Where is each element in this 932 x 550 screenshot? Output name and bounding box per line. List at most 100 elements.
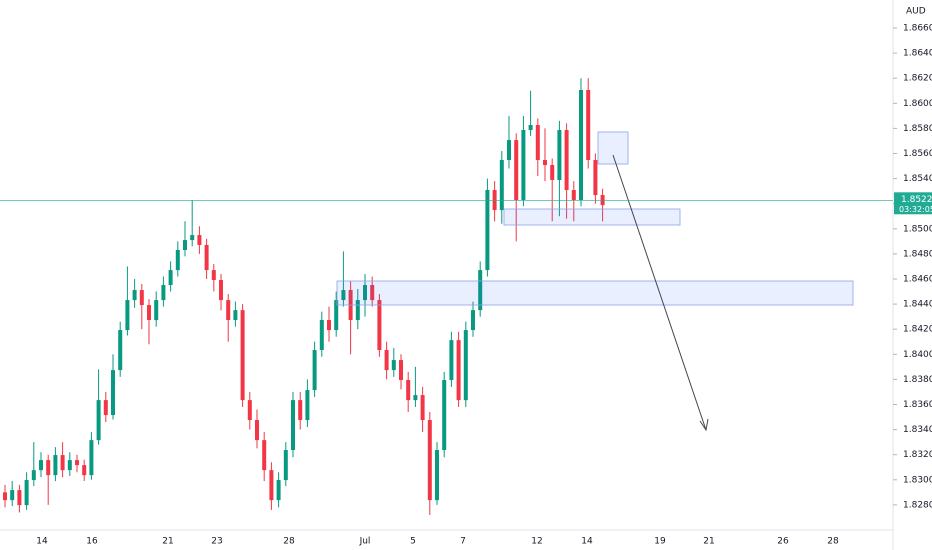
candle-body xyxy=(75,460,79,466)
candle-body xyxy=(204,244,209,271)
candle-body xyxy=(579,89,583,201)
candle-body xyxy=(427,420,432,501)
candle-body xyxy=(183,240,187,251)
candle-body xyxy=(543,160,547,166)
candle-body xyxy=(298,400,303,421)
y-tick-label: 1.84600 xyxy=(903,274,932,284)
x-tick-label: 19 xyxy=(654,537,666,547)
y-tick-label: 1.85600 xyxy=(903,149,932,159)
candle-body xyxy=(24,480,29,506)
candle-body xyxy=(60,455,65,471)
candle-body xyxy=(31,470,36,481)
candle-body xyxy=(168,270,173,286)
candle-body xyxy=(197,235,202,245)
candle-body xyxy=(456,340,461,401)
arrow-line xyxy=(612,154,707,431)
x-tick-label: 21 xyxy=(162,537,173,547)
candle-body xyxy=(147,305,151,321)
candle-body xyxy=(564,130,569,191)
candle-body xyxy=(319,320,324,351)
candle-body xyxy=(276,480,281,501)
candle-body xyxy=(125,300,130,331)
y-tick-label: 1.85400 xyxy=(903,174,932,184)
y-tick-label: 1.84000 xyxy=(903,350,932,360)
candle-body xyxy=(471,310,475,331)
candle-body xyxy=(355,300,360,321)
candle-body xyxy=(154,300,159,321)
x-tick-label: 7 xyxy=(460,537,466,547)
candle-body xyxy=(175,250,180,271)
x-tick-label: 26 xyxy=(777,537,789,547)
last-price-label: 1.85227 xyxy=(901,195,932,205)
candle-body xyxy=(406,380,411,401)
y-tick-label: 1.84200 xyxy=(903,325,932,335)
candle-body xyxy=(435,450,439,501)
candle-body xyxy=(478,270,483,311)
x-tick-label: 5 xyxy=(410,537,416,547)
candles xyxy=(3,78,605,515)
y-tick-label: 1.84400 xyxy=(903,300,932,310)
candle-body xyxy=(370,285,375,301)
last-price-box xyxy=(894,192,932,215)
candle-body xyxy=(283,450,288,481)
candle-body xyxy=(485,190,490,271)
candle-body xyxy=(46,460,51,476)
candle-body xyxy=(442,380,447,451)
candle-body xyxy=(463,330,468,401)
y-tick-label: 1.83800 xyxy=(903,375,932,385)
x-tick-label: 21 xyxy=(703,537,714,547)
x-tick-label: 23 xyxy=(211,537,222,547)
y-tick-label: 1.86600 xyxy=(903,23,932,33)
candle-body xyxy=(363,285,367,301)
candle-body xyxy=(132,290,137,301)
candle-body xyxy=(219,279,223,301)
candle-body xyxy=(535,125,540,161)
y-tick-label: 1.84800 xyxy=(903,249,932,259)
candle-body xyxy=(240,310,245,401)
candle-body xyxy=(514,140,519,201)
countdown: 03:32:05 xyxy=(899,205,932,214)
x-tick-label: 16 xyxy=(86,537,98,547)
x-tick-label: 28 xyxy=(827,537,839,547)
x-tick-label: Jul xyxy=(359,537,371,547)
candle-body xyxy=(269,470,274,501)
candle-body xyxy=(420,395,425,421)
candle-body xyxy=(384,350,389,371)
candle-body xyxy=(305,390,310,421)
candle-body xyxy=(291,400,295,451)
x-tick-label: 14 xyxy=(36,537,48,547)
candle-body xyxy=(247,400,252,421)
candle-body xyxy=(89,440,94,476)
candle-body xyxy=(96,400,101,441)
zone xyxy=(597,131,629,165)
candle-body xyxy=(586,89,591,161)
candle-body xyxy=(17,490,22,506)
currency: AUD xyxy=(906,7,926,17)
arrow-head xyxy=(699,418,709,432)
candle-body xyxy=(226,300,231,321)
candle-body xyxy=(139,290,144,306)
candle-body xyxy=(341,290,346,301)
x-tick-label: 12 xyxy=(531,537,542,547)
candle-body xyxy=(262,440,267,471)
candle-body xyxy=(312,350,317,391)
zone xyxy=(503,208,681,226)
candle-body xyxy=(67,460,72,471)
candle-body xyxy=(391,360,396,371)
x-tick-label: 14 xyxy=(581,537,593,547)
zone xyxy=(336,280,854,306)
y-tick-label: 1.83000 xyxy=(903,475,932,485)
y-tick-label: 1.85800 xyxy=(903,124,932,134)
y-tick-label: 1.86400 xyxy=(903,49,932,59)
candle-body xyxy=(334,300,339,331)
candle-body xyxy=(521,130,526,201)
y-tick-label: 1.83400 xyxy=(903,425,932,435)
candle-body xyxy=(3,492,7,501)
candle-body xyxy=(82,465,87,476)
candle-body xyxy=(190,235,195,241)
candle-body xyxy=(327,320,331,331)
candle-body xyxy=(111,370,115,416)
